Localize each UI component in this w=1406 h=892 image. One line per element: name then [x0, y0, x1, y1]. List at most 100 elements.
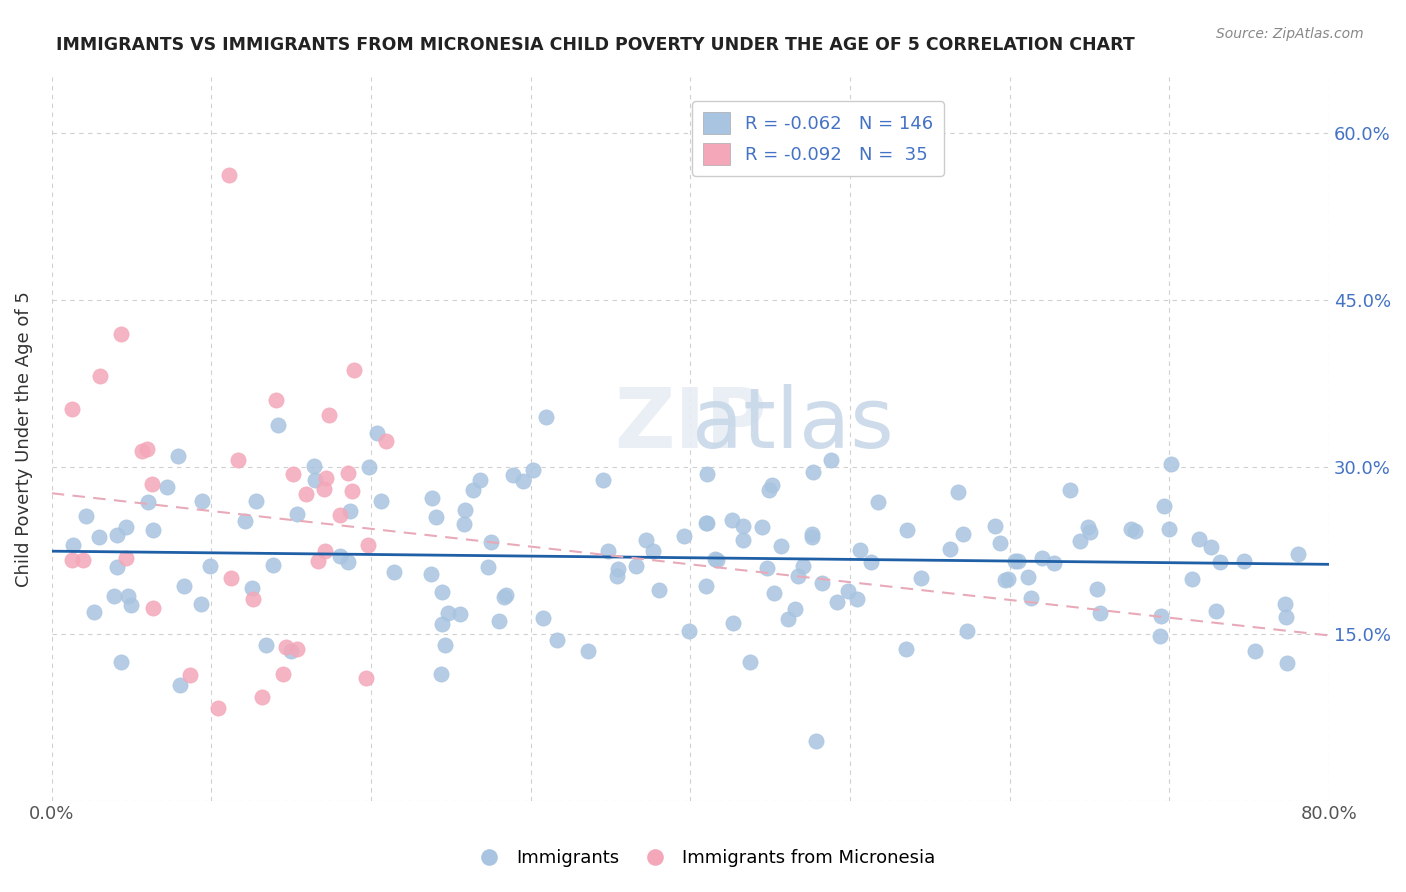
Point	[461, 483, 484, 497]
Point	[60, 552, 83, 566]
Point	[1007, 554, 1029, 568]
Point	[1059, 483, 1081, 497]
Text: Source: ZipAtlas.com: Source: ZipAtlas.com	[1216, 27, 1364, 41]
Point	[307, 553, 329, 567]
Point	[845, 591, 868, 606]
Point	[695, 579, 717, 593]
Point	[304, 474, 326, 488]
Point	[198, 558, 221, 573]
Point	[285, 507, 308, 521]
Point	[786, 568, 808, 582]
Point	[896, 524, 918, 538]
Point	[1078, 524, 1101, 539]
Point	[673, 529, 696, 543]
Point	[534, 409, 557, 424]
Point	[910, 571, 932, 585]
Point	[166, 449, 188, 463]
Point	[468, 473, 491, 487]
Point	[696, 516, 718, 530]
Point	[117, 589, 139, 603]
Point	[190, 597, 212, 611]
Point	[295, 486, 318, 500]
Point	[115, 520, 138, 534]
Point	[704, 551, 727, 566]
Point	[495, 589, 517, 603]
Point	[811, 576, 834, 591]
Point	[336, 555, 359, 569]
Point	[329, 549, 352, 564]
Point	[606, 569, 628, 583]
Point	[191, 493, 214, 508]
Point	[314, 544, 336, 558]
Text: ZIP: ZIP	[614, 384, 766, 465]
Legend: Immigrants, Immigrants from Micronesia: Immigrants, Immigrants from Micronesia	[464, 842, 942, 874]
Point	[169, 678, 191, 692]
Point	[1160, 457, 1182, 471]
Point	[546, 632, 568, 647]
Point	[430, 667, 453, 681]
Point	[837, 583, 859, 598]
Point	[1157, 522, 1180, 536]
Point	[141, 523, 163, 537]
Point	[1042, 557, 1064, 571]
Point	[115, 551, 138, 566]
Point	[432, 616, 454, 631]
Point	[449, 607, 471, 621]
Point	[723, 615, 745, 630]
Point	[1150, 609, 1173, 624]
Point	[329, 508, 352, 523]
Point	[648, 582, 671, 597]
Point	[1149, 629, 1171, 643]
Point	[432, 584, 454, 599]
Point	[479, 535, 502, 549]
Point	[1004, 554, 1026, 568]
Point	[1274, 609, 1296, 624]
Point	[120, 599, 142, 613]
Point	[477, 560, 499, 574]
Point	[240, 582, 263, 596]
Point	[624, 558, 647, 573]
Point	[318, 409, 340, 423]
Point	[179, 667, 201, 681]
Point	[576, 644, 599, 658]
Point	[314, 483, 336, 497]
Point	[776, 612, 799, 626]
Point	[454, 503, 477, 517]
Point	[233, 514, 256, 528]
Point	[706, 553, 728, 567]
Point	[1233, 554, 1256, 568]
Point	[271, 667, 294, 681]
Point	[136, 495, 159, 509]
Point	[370, 494, 392, 508]
Point	[939, 541, 962, 556]
Point	[60, 401, 83, 416]
Point	[792, 558, 814, 573]
Point	[1153, 499, 1175, 513]
Point	[437, 606, 460, 620]
Point	[1205, 604, 1227, 618]
Point	[494, 591, 516, 605]
Point	[488, 614, 510, 628]
Point	[592, 474, 614, 488]
Point	[502, 468, 524, 483]
Point	[1069, 534, 1091, 549]
Point	[988, 536, 1011, 550]
Point	[849, 542, 872, 557]
Point	[952, 527, 974, 541]
Point	[110, 656, 132, 670]
Point	[860, 555, 883, 569]
Point	[262, 558, 284, 572]
Point	[1199, 540, 1222, 554]
Point	[89, 530, 111, 544]
Point	[721, 513, 744, 527]
Point	[357, 538, 380, 552]
Point	[1077, 520, 1099, 534]
Point	[946, 485, 969, 500]
Point	[242, 591, 264, 606]
Point	[226, 452, 249, 467]
Point	[801, 526, 824, 541]
Point	[770, 539, 793, 553]
Point	[245, 494, 267, 508]
Point	[62, 538, 84, 552]
Point	[994, 574, 1017, 588]
